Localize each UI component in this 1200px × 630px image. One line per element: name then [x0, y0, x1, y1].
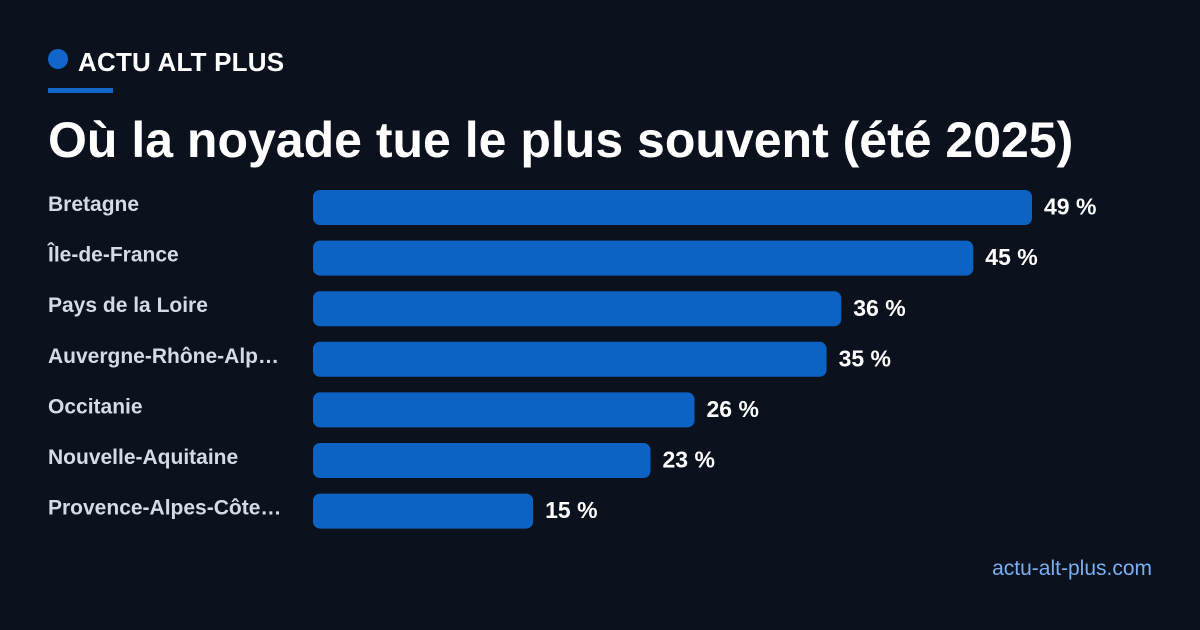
chart-title: Où la noyade tue le plus souvent (été 20…	[48, 112, 1074, 168]
category-label: Île-de-France	[47, 243, 179, 267]
category-label: Nouvelle-Aquitaine	[48, 446, 238, 469]
bar	[313, 392, 695, 428]
value-label: 49 %	[1044, 194, 1096, 220]
category-label: Provence-Alpes-Côte…	[48, 497, 281, 520]
category-label: Pays de la Loire	[48, 294, 208, 317]
value-label: 26 %	[707, 396, 759, 422]
brand-name: ACTU ALT PLUS	[78, 46, 285, 77]
category-label: Bretagne	[48, 193, 139, 216]
bar	[313, 493, 534, 529]
category-label: Auvergne-Rhône-Alp…	[48, 345, 279, 368]
brand-dot-icon	[48, 49, 68, 69]
bar	[313, 291, 842, 327]
value-label: 23 %	[662, 447, 714, 473]
brand-underline	[48, 88, 113, 93]
value-label: 45 %	[985, 244, 1037, 270]
bar	[313, 190, 1032, 225]
category-label: Occitanie	[48, 395, 143, 418]
bar	[313, 240, 974, 276]
brand: ACTU ALT PLUS	[48, 46, 284, 78]
value-label: 36 %	[853, 295, 905, 321]
value-label: 15 %	[545, 497, 597, 523]
bar	[313, 341, 827, 377]
value-label: 35 %	[839, 345, 891, 371]
footer-site-link[interactable]: actu-alt-plus.com	[992, 557, 1152, 580]
bar	[313, 443, 651, 478]
